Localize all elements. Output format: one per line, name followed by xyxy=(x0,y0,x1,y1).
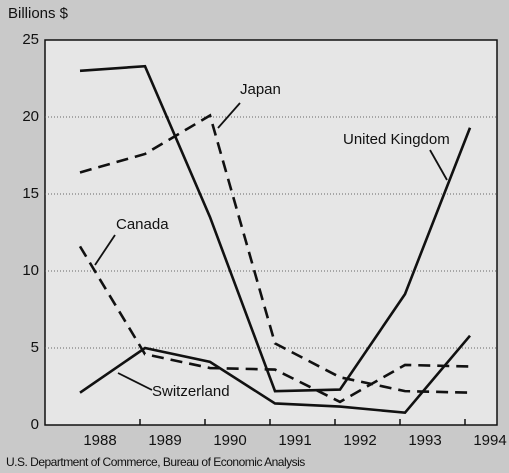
x-tick-label: 1990 xyxy=(213,432,246,449)
y-tick-label: 20 xyxy=(22,108,39,125)
series-label: Canada xyxy=(116,216,169,233)
plot-area xyxy=(44,39,498,426)
x-tick-label: 1994 xyxy=(473,432,506,449)
x-tick-label: 1988 xyxy=(83,432,116,449)
x-tick-label: 1991 xyxy=(278,432,311,449)
line xyxy=(79,64,472,393)
label-leaders xyxy=(94,102,448,391)
x-tick-label: 1993 xyxy=(408,432,441,449)
series-label: Switzerland xyxy=(152,383,230,400)
source: U.S. Department of Commerce, Bureau of E… xyxy=(6,455,305,469)
line xyxy=(79,334,471,415)
y-tick-label: 0 xyxy=(31,416,39,433)
series-label: United Kingdom xyxy=(343,131,450,148)
series-label: Japan xyxy=(240,81,281,98)
y-tick-label: 5 xyxy=(31,339,39,356)
line xyxy=(79,113,471,394)
y-tick-label: 25 xyxy=(22,31,39,48)
x-tick-label: 1992 xyxy=(343,432,376,449)
y-tick-label: 15 xyxy=(22,185,39,202)
line xyxy=(78,245,471,404)
x-tick-label: 1989 xyxy=(148,432,181,449)
y-tick-label: 10 xyxy=(22,262,39,279)
y-axis-label: Billions $ xyxy=(8,5,69,22)
